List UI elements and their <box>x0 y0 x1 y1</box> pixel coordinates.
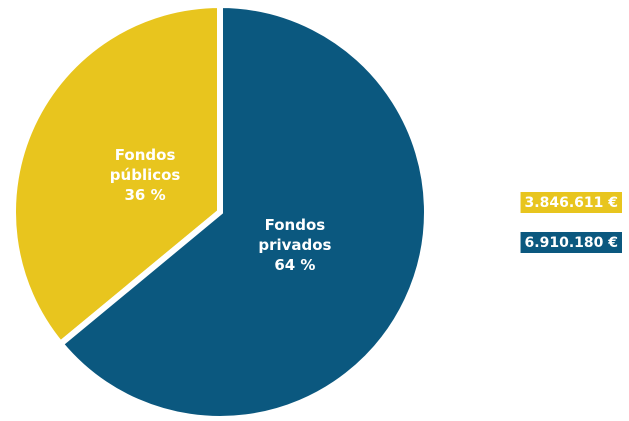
pie-slice <box>10 1 223 349</box>
value-label: 36 % <box>124 185 166 204</box>
slice-label: Fondos privados 64 % <box>235 215 355 275</box>
amount-label: 3.846.611 € <box>525 195 618 211</box>
amount-label: 6.910.180 € <box>525 235 618 251</box>
category-label: Fondos privados <box>258 216 332 255</box>
category-label: Fondos públicos <box>109 145 181 184</box>
pie-slice <box>56 1 430 421</box>
value-label: 64 % <box>274 256 316 275</box>
slice-label: Fondos públicos 36 % <box>85 145 205 205</box>
amount-box <box>520 232 622 253</box>
amount-box <box>520 192 622 213</box>
